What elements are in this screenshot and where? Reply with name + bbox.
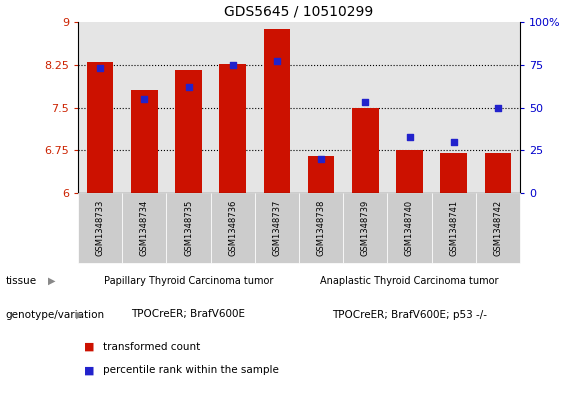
Point (184, 84, 193, 90)
Bar (78, 193, 122, 263)
Bar (211, 193, 255, 263)
Bar (432, 193, 476, 263)
Text: ■: ■ (84, 365, 94, 375)
Text: ▶: ▶ (76, 310, 84, 320)
Bar (175, 70, 202, 193)
Text: GSM1348737: GSM1348737 (272, 200, 281, 256)
Bar (388, 22, 432, 193)
Text: GSM1348735: GSM1348735 (184, 200, 193, 256)
Point (449, 139, 458, 145)
Bar (441, 153, 467, 193)
Point (272, 58, 281, 64)
Bar (219, 64, 246, 193)
Point (228, 62, 237, 68)
Text: TPOCreER; BrafV600E; p53 -/-: TPOCreER; BrafV600E; p53 -/- (332, 310, 487, 320)
Text: ▶: ▶ (48, 275, 55, 285)
Text: genotype/variation: genotype/variation (6, 310, 105, 320)
Bar (476, 22, 520, 193)
Point (361, 99, 370, 105)
Bar (167, 22, 211, 193)
Text: GSM1348740: GSM1348740 (405, 200, 414, 256)
Text: GSM1348736: GSM1348736 (228, 200, 237, 256)
Bar (122, 193, 167, 263)
Text: transformed count: transformed count (103, 342, 201, 352)
Bar (131, 90, 158, 193)
Bar (299, 193, 343, 263)
Point (95, 65, 105, 71)
Text: GSM1348738: GSM1348738 (316, 200, 325, 256)
Bar (255, 193, 299, 263)
Text: tissue: tissue (6, 275, 37, 285)
Bar (485, 153, 511, 193)
Bar (388, 193, 432, 263)
Bar (167, 193, 211, 263)
Bar (78, 22, 122, 193)
Text: Papillary Thyroid Carcinoma tumor: Papillary Thyroid Carcinoma tumor (104, 275, 273, 285)
Bar (396, 150, 423, 193)
Text: TPOCreER; BrafV600E: TPOCreER; BrafV600E (132, 310, 246, 320)
Bar (352, 108, 379, 193)
Bar (343, 193, 388, 263)
Point (493, 105, 502, 111)
Bar (308, 156, 334, 193)
Text: percentile rank within the sample: percentile rank within the sample (103, 365, 279, 375)
Bar (343, 22, 388, 193)
Bar (211, 22, 255, 193)
Bar (476, 193, 520, 263)
Bar (432, 22, 476, 193)
Point (140, 96, 149, 102)
Text: GSM1348733: GSM1348733 (95, 200, 105, 256)
Bar (122, 22, 167, 193)
Text: ■: ■ (84, 342, 94, 352)
Title: GDS5645 / 10510299: GDS5645 / 10510299 (224, 4, 373, 18)
Bar (299, 22, 343, 193)
Bar (264, 29, 290, 193)
Bar (87, 62, 114, 193)
Bar (255, 22, 299, 193)
Text: GSM1348741: GSM1348741 (449, 200, 458, 256)
Text: Anaplastic Thyroid Carcinoma tumor: Anaplastic Thyroid Carcinoma tumor (320, 275, 499, 285)
Point (316, 156, 325, 162)
Text: GSM1348742: GSM1348742 (493, 200, 502, 256)
Point (405, 134, 414, 140)
Text: GSM1348734: GSM1348734 (140, 200, 149, 256)
Text: GSM1348739: GSM1348739 (361, 200, 370, 256)
